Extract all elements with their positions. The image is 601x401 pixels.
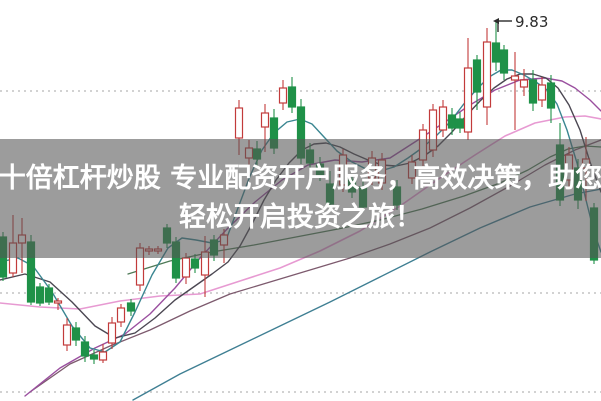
candle-down <box>499 49 509 74</box>
candle-down <box>546 82 556 109</box>
candle-up <box>260 112 270 128</box>
candle-up <box>463 67 473 133</box>
candle-down <box>80 341 90 357</box>
candle-up <box>98 351 108 361</box>
candle-up <box>62 324 72 346</box>
candle-up <box>482 41 492 108</box>
candle-up <box>234 107 244 139</box>
candle-down <box>44 287 54 303</box>
candle-up <box>53 300 63 304</box>
candle-up <box>181 257 191 278</box>
candle-down <box>190 258 200 269</box>
candle-up <box>107 322 117 344</box>
candle-up <box>537 84 547 101</box>
candle-down <box>71 327 81 341</box>
candle-down <box>35 286 45 304</box>
price-annotation-label: 9.83 <box>515 13 548 31</box>
candle-up <box>278 87 288 104</box>
candle-down <box>528 79 538 104</box>
candle-down <box>491 42 501 63</box>
candle-down <box>447 114 457 129</box>
candle-up <box>438 106 448 131</box>
promo-text-line-1: 十倍杠杆炒股 专业配资开户服务，高效决策，助您 <box>0 163 601 195</box>
candle-up <box>116 307 126 323</box>
candle-down <box>287 86 297 108</box>
candle-down <box>472 59 482 93</box>
candle-down <box>126 302 136 312</box>
candle-up <box>510 75 520 81</box>
candle-down <box>89 354 99 360</box>
annotation-arrowhead <box>493 18 499 24</box>
promo-text-line-2: 轻松开启投资之旅！ <box>179 201 422 233</box>
candle-down <box>455 118 465 129</box>
promo-overlay-band: 十倍杠杆炒股 专业配资开户服务，高效决策，助您 轻松开启投资之旅！ <box>0 139 601 258</box>
candle-up <box>519 79 529 88</box>
